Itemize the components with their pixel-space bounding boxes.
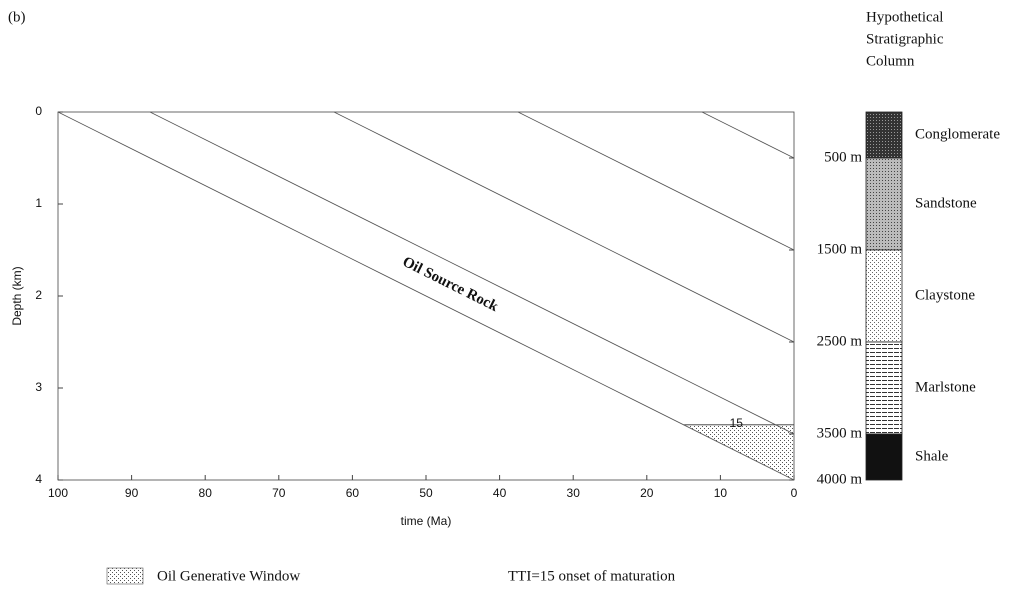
x-tick-label: 30 <box>567 486 581 500</box>
y-tick-label: 4 <box>35 472 42 486</box>
burial-line <box>518 112 794 250</box>
x-tick-label: 0 <box>791 486 798 500</box>
column-title: Hypothetical <box>866 9 943 25</box>
y-axis-label: Depth (km) <box>10 266 24 325</box>
x-tick-label: 70 <box>272 486 286 500</box>
y2-tick-label: 2500 m <box>817 333 863 349</box>
strat-label: Claystone <box>915 287 975 303</box>
strat-layer <box>866 158 902 250</box>
y-tick-label: 3 <box>35 380 42 394</box>
y2-tick-label: 500 m <box>824 149 862 165</box>
x-tick-label: 40 <box>493 486 507 500</box>
legend-label: Oil Generative Window <box>157 568 300 584</box>
x-tick-label: 10 <box>714 486 728 500</box>
x-axis-label: time (Ma) <box>401 514 452 528</box>
x-tick-label: 20 <box>640 486 654 500</box>
strat-layer <box>866 342 902 434</box>
strat-label: Marlstone <box>915 379 976 395</box>
y2-tick-label: 4000 m <box>817 471 863 487</box>
y-tick-label: 0 <box>35 104 42 118</box>
burial-line <box>702 112 794 158</box>
tti-label: 15 <box>730 416 744 430</box>
y-tick-label: 1 <box>35 196 42 210</box>
panel-label: (b) <box>8 9 26 25</box>
strat-layer <box>866 250 902 342</box>
column-title: Stratigraphic <box>866 31 944 47</box>
chart: (b) time (Ma) Depth (km) Oil Source Rock… <box>0 0 1034 592</box>
strat-label: Shale <box>915 448 949 464</box>
x-tick-label: 60 <box>346 486 360 500</box>
burial-line <box>58 112 794 480</box>
note: TTI=15 onset of maturation <box>508 568 676 584</box>
y2-tick-label: 1500 m <box>817 241 863 257</box>
column-title: Column <box>866 53 915 69</box>
strat-label: Conglomerate <box>915 126 1000 142</box>
strat-layer <box>866 112 902 158</box>
burial-line <box>334 112 794 342</box>
x-tick-label: 80 <box>199 486 213 500</box>
y2-tick-label: 3500 m <box>817 425 863 441</box>
annotation: Oil Source Rock <box>400 254 501 315</box>
x-tick-label: 100 <box>48 486 68 500</box>
burial-line <box>150 112 794 434</box>
strat-layer <box>866 434 902 480</box>
y-tick-label: 2 <box>35 288 42 302</box>
legend-swatch <box>107 568 143 584</box>
strat-label: Sandstone <box>915 195 977 211</box>
x-tick-label: 50 <box>419 486 433 500</box>
x-tick-label: 90 <box>125 486 139 500</box>
